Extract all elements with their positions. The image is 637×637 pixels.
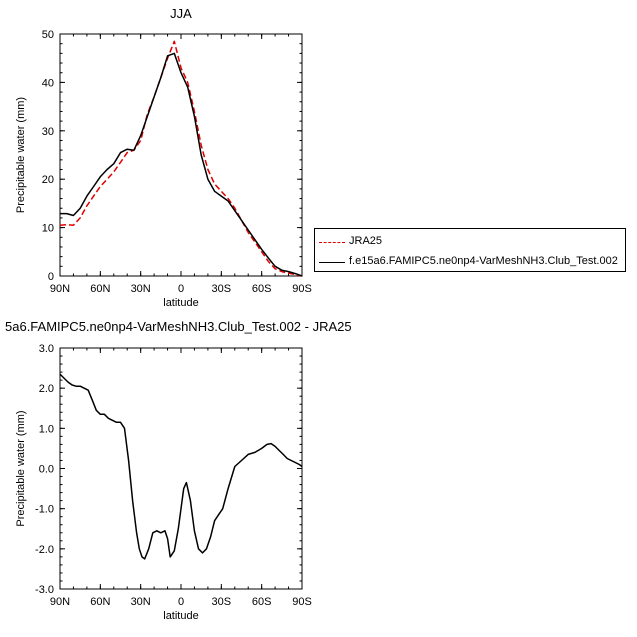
x-tick-label: 30S (212, 596, 232, 608)
y-tick-label: 30 (42, 126, 54, 138)
x-tick-label: 90N (50, 596, 70, 608)
y-axis-label: Precipitable water (mm) (15, 97, 27, 213)
y-tick-label: -2.0 (35, 544, 54, 556)
x-tick-label: 60S (252, 596, 272, 608)
legend-label-jra25: JRA25 (349, 235, 383, 247)
y-tick-label: 20 (42, 174, 54, 186)
series-line-1 (60, 52, 303, 277)
chart-title: 5a6.FAMIPC5.ne0np4-VarMeshNH3.Club_Test.… (5, 319, 352, 334)
series-line-0 (59, 373, 303, 560)
y-tick-label: 1.0 (39, 423, 54, 435)
x-tick-label: 90S (292, 283, 312, 295)
x-tick-label: 0 (178, 596, 184, 608)
y-tick-label: 0 (48, 271, 54, 283)
top-panel-line-chart: JJA 90N 60N 30N 0 30S 60S 90S 0 10 20 30 40 50 latitud… (15, 6, 312, 309)
legend-swatch-dashed-red (319, 242, 345, 243)
x-tick-label: 60N (90, 596, 110, 608)
legend-label-model: f.e15a6.FAMIPC5.ne0np4-VarMeshNH3.Club_T… (349, 255, 618, 267)
x-tick-label: 60S (252, 283, 272, 295)
x-tick-label: 0 (178, 283, 184, 295)
y-tick-label: -1.0 (35, 504, 54, 516)
y-tick-label: 40 (42, 77, 54, 89)
y-tick-label: 3.0 (39, 343, 54, 355)
legend-entry-model: f.e15a6.FAMIPC5.ne0np4-VarMeshNH3.Club_T… (315, 253, 625, 273)
x-tick-label: 90N (50, 283, 70, 295)
plot-frame (59, 33, 303, 277)
bottom-panel-difference-chart: 5a6.FAMIPC5.ne0np4-VarMeshNH3.Club_Test.… (5, 319, 352, 622)
series-line-0 (59, 40, 303, 277)
y-tick-label: -3.0 (35, 584, 54, 596)
y-tick-label: 2.0 (39, 383, 54, 395)
plot-frame (59, 347, 303, 590)
x-axis-label: latitude (163, 297, 198, 309)
y-axis-label: Precipitable water (mm) (15, 410, 27, 526)
legend-swatch-solid-black (319, 262, 345, 263)
legend-entry-jra25: JRA25 (315, 233, 625, 253)
y-tick-label: 10 (42, 223, 54, 235)
x-tick-label: 90S (292, 596, 312, 608)
x-tick-label: 60N (90, 283, 110, 295)
legend: JRA25 f.e15a6.FAMIPC5.ne0np4-VarMeshNH3.… (314, 228, 626, 272)
x-tick-label: 30N (131, 283, 151, 295)
chart-title: JJA (170, 6, 192, 21)
x-axis-label: latitude (163, 610, 198, 622)
x-tick-label: 30S (212, 283, 232, 295)
x-tick-label: 30N (131, 596, 151, 608)
y-tick-label: 50 (42, 29, 54, 41)
y-tick-label: 0.0 (39, 464, 54, 476)
